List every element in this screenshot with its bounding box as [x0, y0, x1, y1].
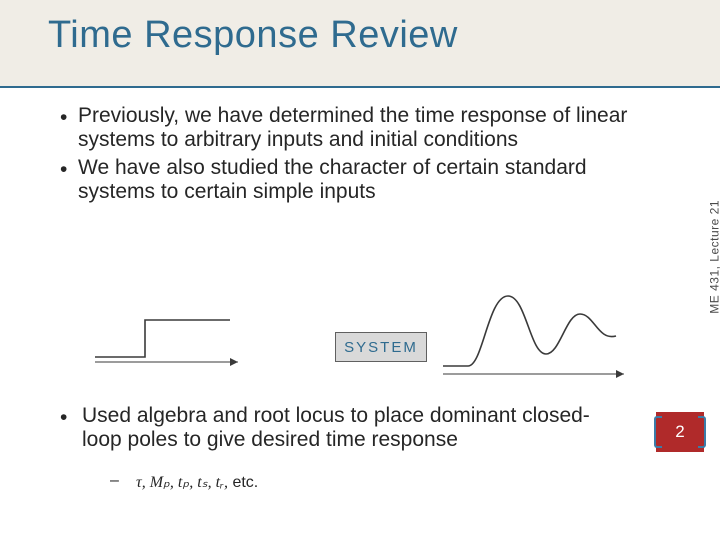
symbols: τ, Mₚ, tₚ, tₛ, tᵣ, — [136, 474, 228, 491]
sub-bullet-text: τ, Mₚ, tₚ, tₛ, tᵣ, etc. — [136, 472, 258, 492]
bullet-dot-icon: • — [60, 156, 78, 182]
step-input-wave — [90, 302, 240, 372]
body-bullets: • Previously, we have determined the tim… — [60, 104, 630, 205]
sub-bullet-tail: etc. — [228, 474, 258, 491]
bullet-text: Used algebra and root locus to place dom… — [82, 404, 620, 452]
page-number-badge: 2 — [656, 412, 704, 452]
slide-title: Time Response Review — [48, 14, 720, 57]
page-number: 2 — [675, 422, 684, 442]
bullet-dot-icon: • — [60, 104, 78, 130]
title-band: Time Response Review — [0, 0, 720, 86]
system-box-label: SYSTEM — [344, 339, 418, 356]
system-box: SYSTEM — [335, 332, 427, 362]
bullet-dot-icon: • — [60, 404, 82, 430]
course-label: ME 431, Lecture 21 — [708, 200, 720, 314]
sub-bullet: – τ, Mₚ, tₚ, tₛ, tᵣ, etc. — [110, 472, 580, 492]
bullet-2: • We have also studied the character of … — [60, 156, 630, 204]
bullet-3: • Used algebra and root locus to place d… — [60, 404, 620, 452]
slide: Time Response Review • Previously, we ha… — [0, 0, 720, 540]
bullet-1: • Previously, we have determined the tim… — [60, 104, 630, 152]
bullet-text: Previously, we have determined the time … — [78, 104, 630, 152]
title-underline — [0, 86, 720, 88]
bullet-text: We have also studied the character of ce… — [78, 156, 630, 204]
dash-icon: – — [110, 472, 136, 490]
system-diagram: SYSTEM — [90, 290, 610, 400]
response-output-wave — [438, 286, 628, 386]
